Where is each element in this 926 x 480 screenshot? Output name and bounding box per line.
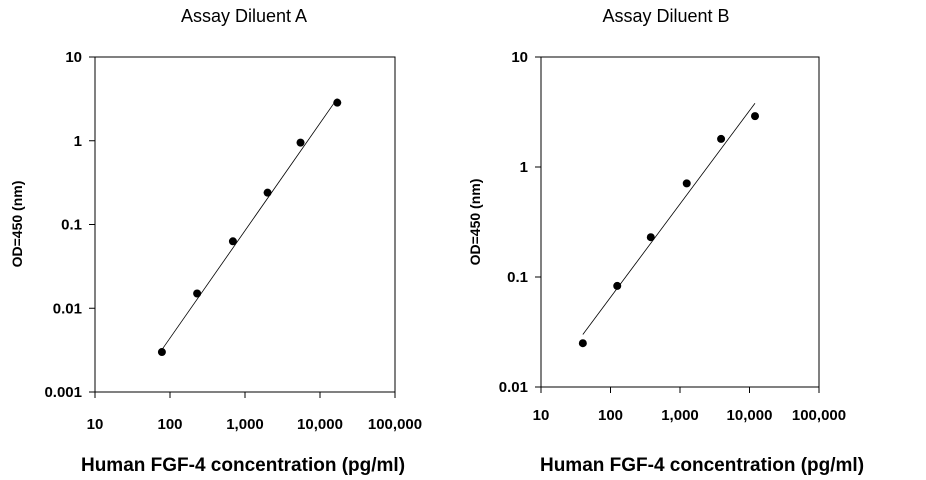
chart-title: Assay Diluent A [181, 6, 307, 26]
y-tick-label: 0.01 [53, 300, 82, 317]
y-tick-label: 10 [65, 49, 82, 66]
data-point [682, 179, 691, 188]
plot-frame [94, 56, 396, 393]
y-tick-label: 10 [511, 49, 528, 66]
data-point [333, 98, 342, 107]
data-point [578, 339, 587, 348]
data-point [751, 112, 760, 121]
y-tick-label: 0.1 [61, 217, 82, 234]
data-point [613, 281, 622, 290]
x-tick-label: 100,000 [792, 407, 846, 424]
x-tick-label: 10 [533, 407, 550, 424]
y-tick-label: 0.01 [499, 379, 528, 396]
data-point [193, 289, 202, 298]
x-tick-label: 100,000 [368, 416, 422, 433]
plot-frame [540, 56, 820, 388]
x-tick-label: 10,000 [727, 407, 773, 424]
data-point [157, 348, 166, 357]
y-tick-label: 0.001 [44, 384, 82, 401]
data-point [263, 188, 272, 197]
y-axis-label: OD=450 (nm) [9, 181, 25, 268]
x-axis-label: Human FGF-4 concentration (pg/ml) [540, 455, 864, 476]
data-point [646, 233, 655, 242]
y-tick-label: 1 [520, 159, 528, 176]
data-point [296, 138, 305, 147]
y-tick-label: 0.1 [507, 269, 528, 286]
x-tick-label: 100 [157, 416, 182, 433]
x-axis-label: Human FGF-4 concentration (pg/ml) [81, 455, 405, 476]
fit-line [582, 102, 756, 335]
x-tick-label: 10 [87, 416, 104, 433]
x-tick-label: 100 [598, 407, 623, 424]
x-tick-label: 1,000 [226, 416, 264, 433]
x-tick-label: 1,000 [661, 407, 699, 424]
y-axis-label: OD=450 (nm) [467, 179, 483, 266]
fit-line [161, 98, 338, 350]
chart-assay-diluent-b: Assay Diluent B OD=450 (nm) Human FGF-4 … [467, 6, 864, 476]
y-tick-label: 1 [74, 133, 82, 150]
chart-title: Assay Diluent B [602, 6, 729, 26]
chart-assay-diluent-a: Assay Diluent A OD=450 (nm) Human FGF-4 … [9, 6, 422, 476]
data-point [228, 237, 237, 246]
x-tick-label: 10,000 [297, 416, 343, 433]
data-point [717, 134, 726, 143]
